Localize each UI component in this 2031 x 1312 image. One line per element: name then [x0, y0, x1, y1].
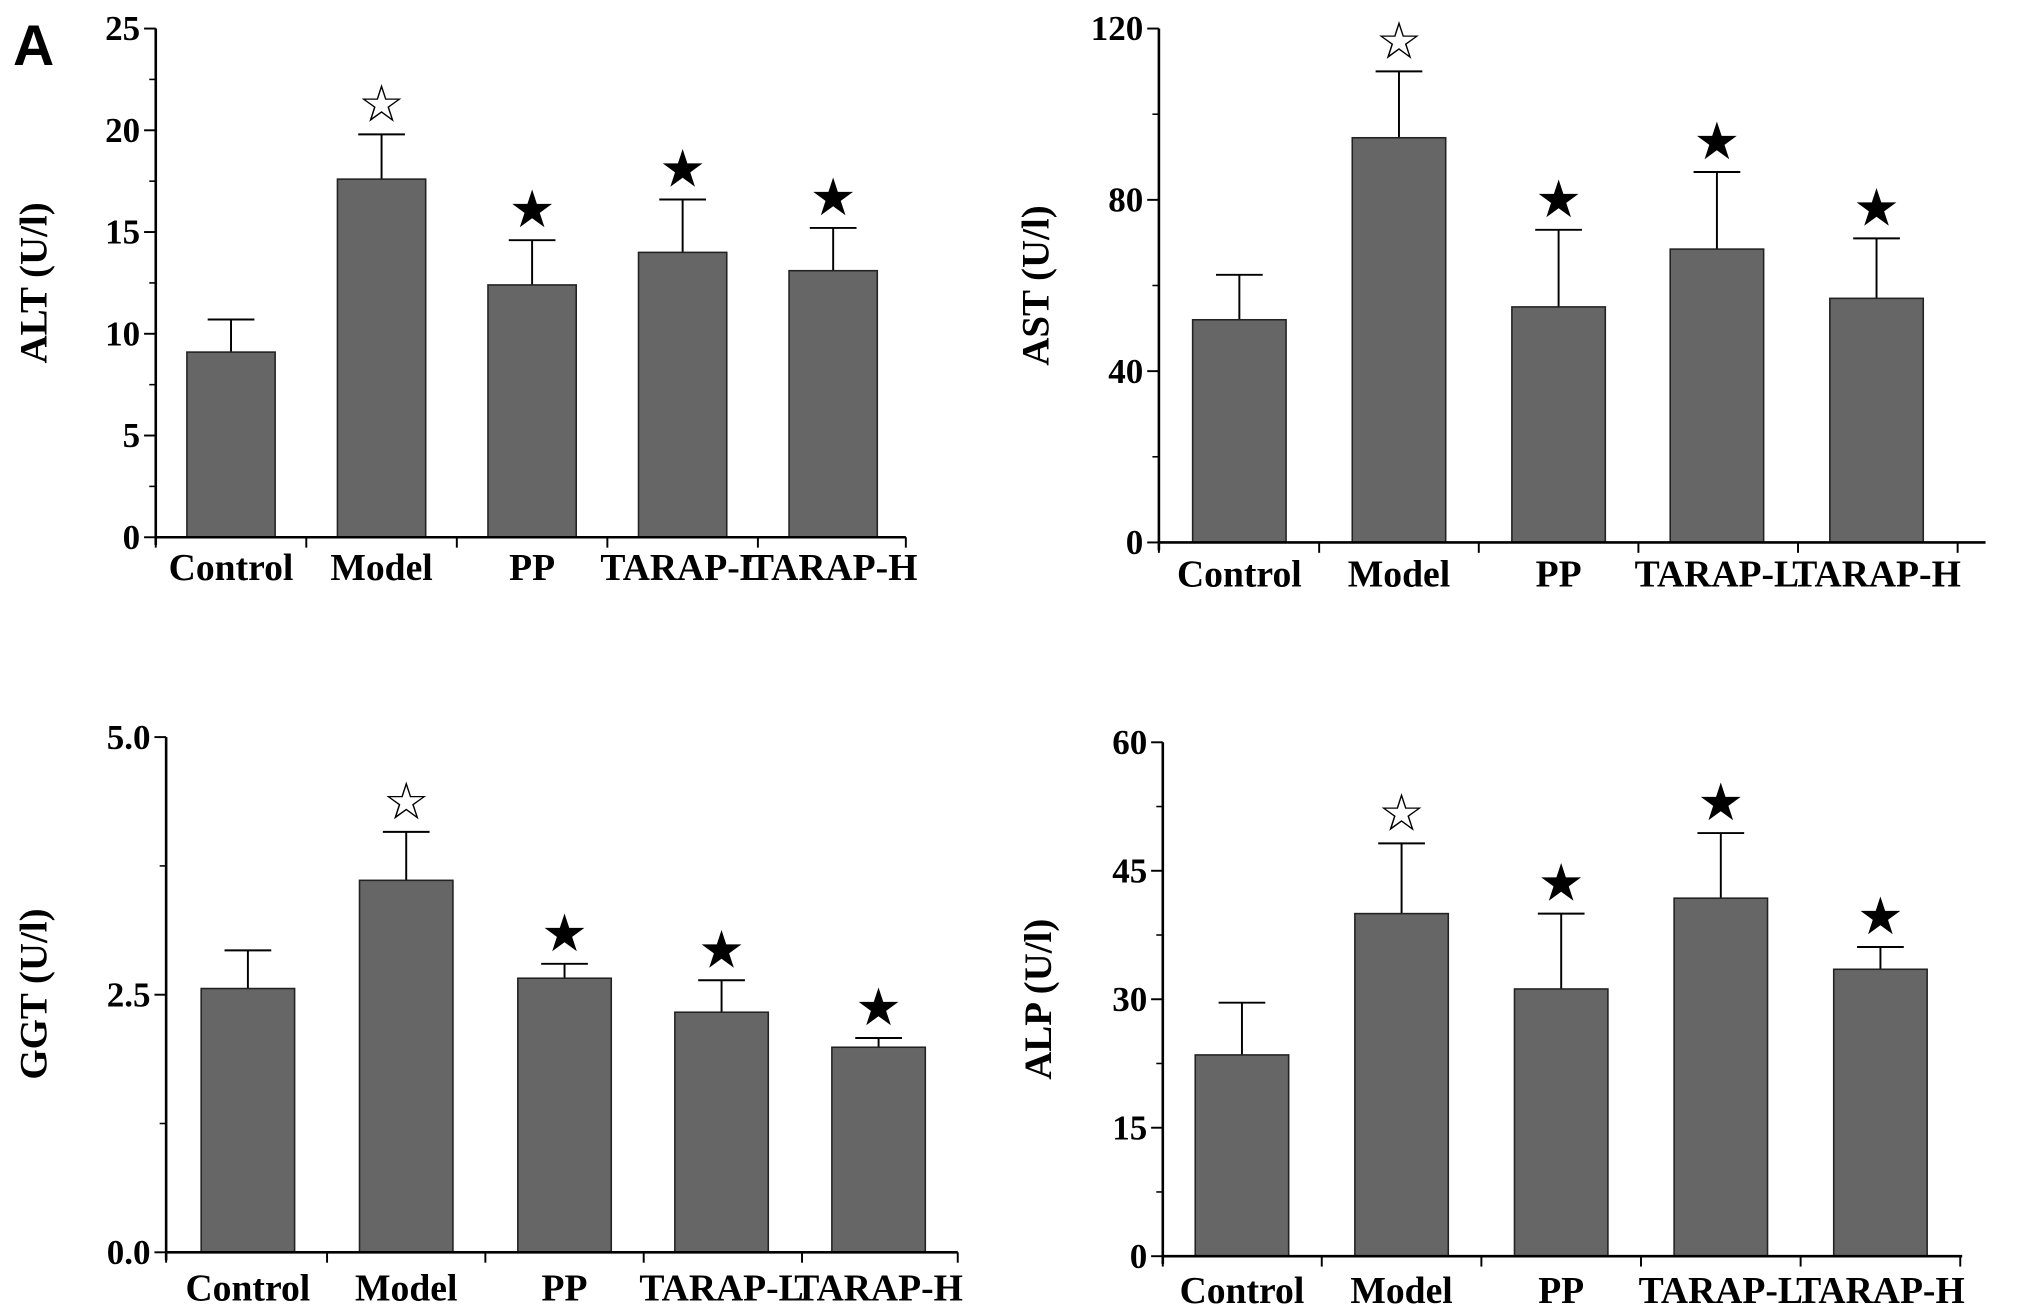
bar-model [336, 178, 427, 539]
y-axis-label: ALT (U/l) [13, 202, 56, 363]
y-tick-label: 2.5 [107, 975, 151, 1014]
x-tick-label: PP [509, 547, 555, 589]
filled-star-marker: ★ [1857, 887, 1904, 947]
y-tick-label: 25 [105, 9, 140, 48]
bar-tarap-h [788, 269, 879, 539]
x-tick-label: Control [1177, 554, 1302, 596]
y-axis-label: AST (U/l) [1015, 205, 1058, 365]
y-tick-label: 5.0 [107, 718, 151, 757]
y-axis-label: GGT (U/l) [13, 908, 56, 1079]
y-tick-label: 20 [105, 111, 140, 150]
y-tick-label: 0.0 [107, 1233, 151, 1272]
filled-star-marker: ★ [810, 168, 857, 228]
filled-star-marker: ★ [1538, 854, 1585, 914]
y-tick-label: 60 [1112, 723, 1147, 762]
chart-panel-alt: Control ☆ Model ★ PP ★ TARAP-L ★ TARAP-H 0 5 10 15 20… [13, 9, 918, 589]
filled-star-marker: ★ [1535, 170, 1582, 230]
bar-control [1191, 318, 1287, 544]
chart-panel-alp: Control ☆ Model ★ PP ★ TARAP-L ★ TARAP-H 0 15 30 45 6… [1017, 723, 1965, 1312]
x-tick-label: Model [1350, 1270, 1452, 1312]
bar-pp [1513, 988, 1609, 1257]
y-tick-label: 0 [1126, 523, 1144, 562]
y-tick-label: 15 [1112, 1108, 1147, 1147]
bar-control [186, 351, 276, 539]
bar-tarap-l [1669, 248, 1765, 544]
bar-tarap-l [637, 251, 728, 539]
filled-star-marker: ★ [1694, 112, 1741, 172]
y-tick-label: 0 [1130, 1237, 1148, 1276]
y-tick-label: 0 [123, 518, 141, 557]
x-tick-label: Model [355, 1267, 457, 1309]
y-tick-label: 10 [105, 314, 140, 353]
x-tick-label: Control [169, 547, 294, 589]
filled-star-marker: ★ [659, 139, 706, 199]
x-tick-label: PP [1538, 1270, 1584, 1312]
x-tick-label: Control [1180, 1270, 1305, 1312]
bar-tarap-h [831, 1046, 927, 1254]
y-axis-label: ALP (U/l) [1017, 919, 1060, 1080]
filled-star-marker: ★ [509, 180, 556, 240]
x-tick-label: TARAP-L [1639, 1270, 1803, 1312]
panel-label: A [13, 14, 54, 78]
bar-pp [1511, 306, 1607, 544]
x-tick-label: TARAP-L [600, 547, 764, 589]
y-tick-label: 120 [1091, 9, 1144, 48]
bar-tarap-h [1832, 968, 1928, 1257]
x-tick-label: TARAP-L [639, 1267, 803, 1309]
x-tick-label: TARAP-H [1792, 554, 1961, 596]
chart-panel-ast: Control ☆ Model ★ PP ★ TARAP-L ★ TARAP-H 0 40 80 120… [1015, 9, 1986, 596]
x-tick-label: Model [1348, 554, 1450, 596]
filled-star-marker: ★ [1853, 178, 1900, 238]
filled-star-marker: ★ [698, 920, 745, 980]
bar-pp [517, 977, 613, 1254]
y-tick-label: 45 [1112, 851, 1147, 890]
x-tick-label: TARAP-H [1796, 1270, 1965, 1312]
bar-pp [487, 284, 577, 539]
open-star-marker: ☆ [1378, 783, 1425, 843]
y-tick-label: 5 [123, 416, 141, 455]
open-star-marker: ☆ [1376, 11, 1423, 71]
x-tick-label: TARAP-L [1635, 554, 1799, 596]
y-tick-label: 30 [1112, 980, 1147, 1019]
x-tick-label: PP [1536, 554, 1582, 596]
bar-model [1351, 136, 1447, 544]
bar-model [1354, 912, 1450, 1257]
open-star-marker: ☆ [358, 74, 405, 134]
chart-panel-ggt: Control ☆ Model ★ PP ★ TARAP-L ★ TARAP-H 0.0 2.5 5.… [13, 718, 963, 1310]
y-tick-label: 15 [105, 213, 140, 252]
x-tick-label: PP [542, 1267, 588, 1309]
filled-star-marker: ★ [1698, 773, 1745, 833]
bar-model [358, 879, 454, 1254]
bar-tarap-l [1673, 897, 1769, 1257]
open-star-marker: ☆ [383, 772, 430, 832]
bar-tarap-l [674, 1011, 770, 1254]
bar-control [1194, 1054, 1290, 1257]
y-tick-label: 80 [1108, 181, 1143, 220]
filled-star-marker: ★ [855, 978, 902, 1038]
filled-star-marker: ★ [541, 904, 588, 964]
y-tick-label: 40 [1108, 352, 1143, 391]
x-tick-label: Model [330, 547, 432, 589]
bar-tarap-h [1829, 297, 1925, 544]
x-tick-label: TARAP-H [794, 1267, 963, 1309]
x-tick-label: Control [186, 1267, 311, 1309]
x-tick-label: TARAP-H [749, 547, 918, 589]
bar-control [200, 987, 296, 1254]
